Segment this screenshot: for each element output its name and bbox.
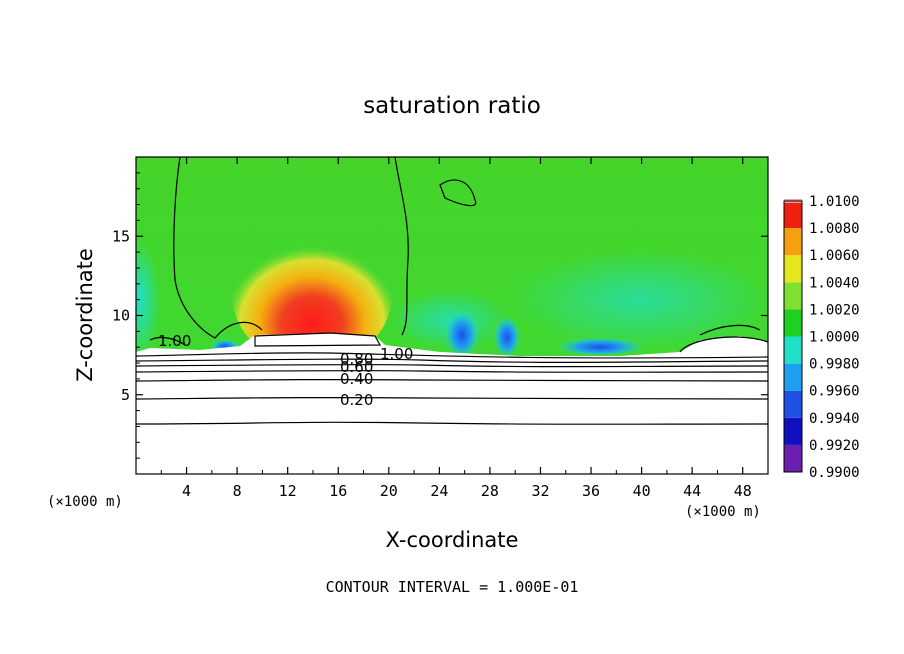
contour-label: 1.00 [158,332,191,350]
colorbar-swatch [784,363,802,391]
colorbar-label: 0.9900 [809,465,860,481]
contour-label: 0.20 [340,391,373,409]
colorbar: 0.9900 0.9920 0.9940 0.9960 0.9980 1.0000 1.00… [783,194,860,481]
x-tick-label: 28 [481,482,499,500]
colorbar-swatch [784,228,802,256]
contour-label: 0.80 [340,350,373,368]
x-tick-label: 36 [582,482,600,500]
x-tick-label: 32 [531,482,549,500]
contour-labels: 1.00 1.00 0.80 0.60 0.40 0.20 [158,332,413,409]
contour-label: 0.60 [340,358,373,376]
colorbar-swatch [784,282,802,310]
colorbar-frame [783,200,803,473]
x-tick-label: 8 [233,482,242,500]
colorbar-swatch [784,309,802,337]
y-axis-label: Z-coordinate [73,248,97,382]
contour-interval-note: CONTOUR INTERVAL = 1.000E-01 [326,578,579,596]
colorbar-swatch [784,390,802,418]
colorbar-label: 0.9960 [809,384,860,400]
contour-label: 0.40 [340,370,373,388]
colorbar-label: 0.9920 [809,438,860,454]
y-tick-label: 10 [112,307,130,325]
colorbar-label: 1.0000 [809,330,860,346]
y-tick-label: 5 [121,386,130,404]
y-axis: 5 10 15 [112,172,768,459]
x-tick-label: 48 [734,482,752,500]
y-tick-label: 15 [112,227,130,245]
x-unit-right: (×1000 m) [685,504,761,520]
x-axis-label: X-coordinate [386,528,519,552]
x-tick-label: 12 [279,482,297,500]
x-tick-label: 24 [430,482,448,500]
colorbar-label: 0.9980 [809,357,860,373]
colorbar-swatch [784,444,802,472]
colorbar-swatch [784,255,802,283]
contour-label: 1.00 [380,345,413,363]
colorbar-swatch [784,336,802,364]
chart-title: saturation ratio [363,93,541,119]
x-tick-label: 40 [633,482,651,500]
colorbar-label: 1.0060 [809,248,860,264]
x-unit-left: (×1000 m) [47,494,123,510]
x-tick-label: 4 [182,482,191,500]
colorbar-swatch [784,417,802,445]
x-axis: 4 8 12 16 20 24 28 32 36 40 44 48 [160,157,752,500]
colorbar-swatch [784,201,802,229]
x-tick-label: 16 [329,482,347,500]
colorbar-label: 1.0100 [809,194,860,210]
colorbar-label: 1.0080 [809,221,860,237]
colorbar-label: 1.0040 [809,275,860,291]
x-tick-label: 44 [683,482,701,500]
colorbar-label: 1.0020 [809,302,860,318]
colorbar-label: 0.9940 [809,411,860,427]
plot-area [136,157,768,474]
x-tick-label: 20 [380,482,398,500]
